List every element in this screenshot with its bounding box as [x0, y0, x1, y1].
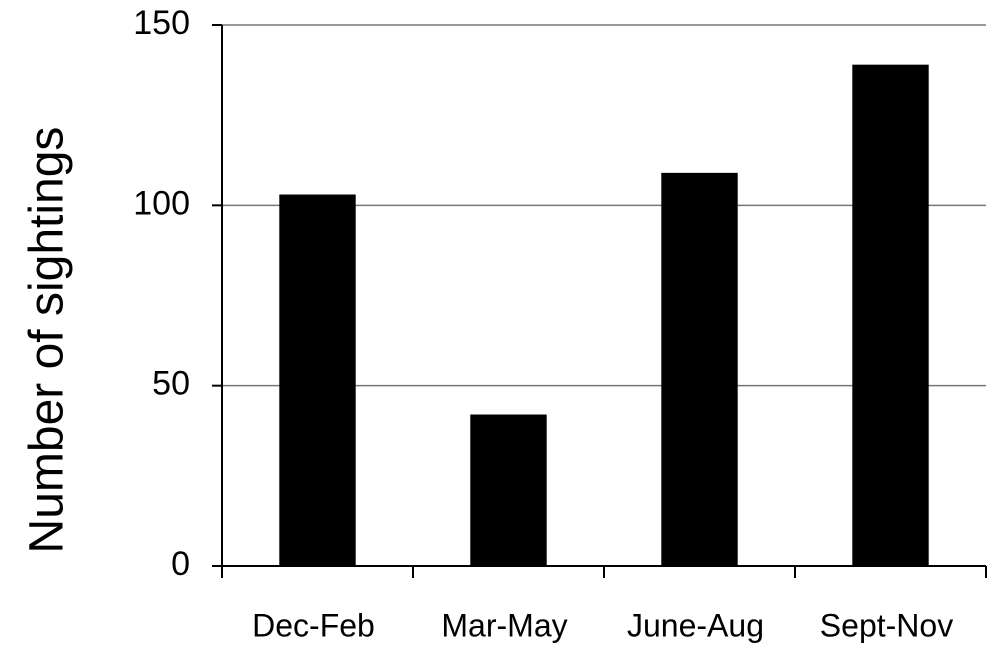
- y-tick-label: 50: [152, 365, 190, 403]
- bar: [852, 64, 929, 566]
- y-axis-label: Number of sightings: [21, 127, 74, 554]
- y-tick-label: 0: [171, 545, 190, 583]
- x-tick-label: Dec-Feb: [252, 607, 375, 643]
- y-tick-label: 150: [133, 4, 190, 42]
- x-tick-label: June-Aug: [627, 607, 764, 643]
- x-tick-label: Mar-May: [441, 607, 567, 643]
- x-tick-label: Sept-Nov: [820, 607, 953, 643]
- y-tick-label: 100: [133, 184, 190, 222]
- bar: [279, 194, 356, 566]
- bar: [470, 414, 547, 566]
- bar: [661, 172, 738, 566]
